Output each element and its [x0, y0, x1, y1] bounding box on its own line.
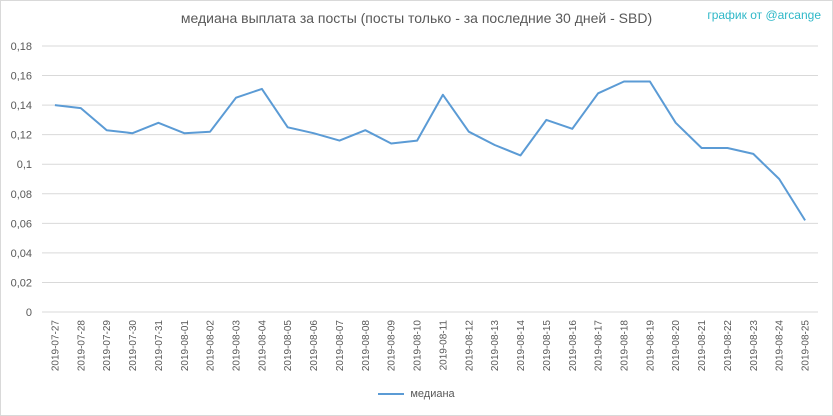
series-lines [54, 80, 806, 221]
x-tick-label: 2019-08-01 [180, 320, 191, 372]
credit-label: график от @arcange [707, 8, 821, 22]
x-tick-label: 2019-08-21 [697, 320, 708, 372]
y-tick-label: 0,08 [11, 189, 32, 201]
y-tick-label: 0,14 [11, 100, 32, 112]
x-tick-label: 2019-08-13 [490, 320, 501, 372]
x-tick-label: 2019-08-11 [438, 320, 449, 371]
x-tick-label: 2019-08-23 [749, 320, 760, 372]
legend-label: медиана [410, 388, 455, 400]
x-axis-ticks: 2019-07-27 2019-07-28 2019-07-29 2019-07-30… [50, 320, 811, 372]
gridlines [42, 45, 818, 313]
x-tick-label: 2019-08-02 [206, 320, 217, 372]
y-tick-label: 0,1 [17, 159, 32, 171]
x-tick-label: 2019-08-08 [361, 320, 372, 372]
legend: медиана [0, 388, 833, 400]
x-tick-label: 2019-08-05 [283, 320, 294, 372]
x-tick-label: 2019-08-20 [671, 320, 682, 372]
x-tick-label: 2019-08-19 [645, 320, 656, 372]
x-tick-label: 2019-08-17 [594, 320, 605, 372]
x-tick-label: 2019-08-06 [309, 320, 320, 372]
x-tick-label: 2019-08-15 [542, 320, 553, 372]
x-tick-label: 2019-08-10 [413, 320, 424, 372]
x-tick-label: 2019-08-12 [464, 320, 475, 372]
x-tick-label: 2019-07-30 [128, 320, 139, 372]
series-line-median [54, 80, 806, 221]
x-tick-label: 2019-08-16 [568, 320, 579, 372]
x-tick-label: 2019-08-25 [801, 320, 812, 372]
y-tick-label: 0,04 [11, 248, 32, 260]
x-tick-label: 2019-08-03 [232, 320, 243, 372]
x-tick-label: 2019-08-18 [620, 320, 631, 372]
y-tick-label: 0,06 [11, 218, 32, 230]
x-tick-label: 2019-08-22 [723, 320, 734, 372]
y-tick-label: 0,18 [11, 41, 32, 53]
y-tick-label: 0,02 [11, 277, 32, 289]
x-tick-label: 2019-08-07 [335, 320, 346, 372]
x-tick-label: 2019-07-27 [50, 320, 61, 372]
x-tick-label: 2019-08-04 [257, 320, 268, 372]
x-tick-label: 2019-08-09 [387, 320, 398, 372]
x-tick-label: 2019-07-29 [102, 320, 113, 372]
y-tick-label: 0,12 [11, 130, 32, 142]
chart-title: медиана выплата за посты (посты только -… [180, 10, 653, 26]
y-tick-label: 0,16 [11, 71, 32, 83]
y-axis-ticks: 0 0,02 0,04 0,06 0,08 0,1 0,12 0,14 0,16 0,18 [11, 41, 32, 319]
legend-swatch [378, 393, 405, 395]
y-tick-label: 0 [26, 307, 32, 319]
x-tick-label: 2019-07-28 [76, 320, 87, 372]
x-tick-label: 2019-07-31 [154, 320, 165, 372]
x-tick-label: 2019-08-14 [516, 320, 527, 372]
x-tick-label: 2019-08-24 [775, 320, 786, 372]
